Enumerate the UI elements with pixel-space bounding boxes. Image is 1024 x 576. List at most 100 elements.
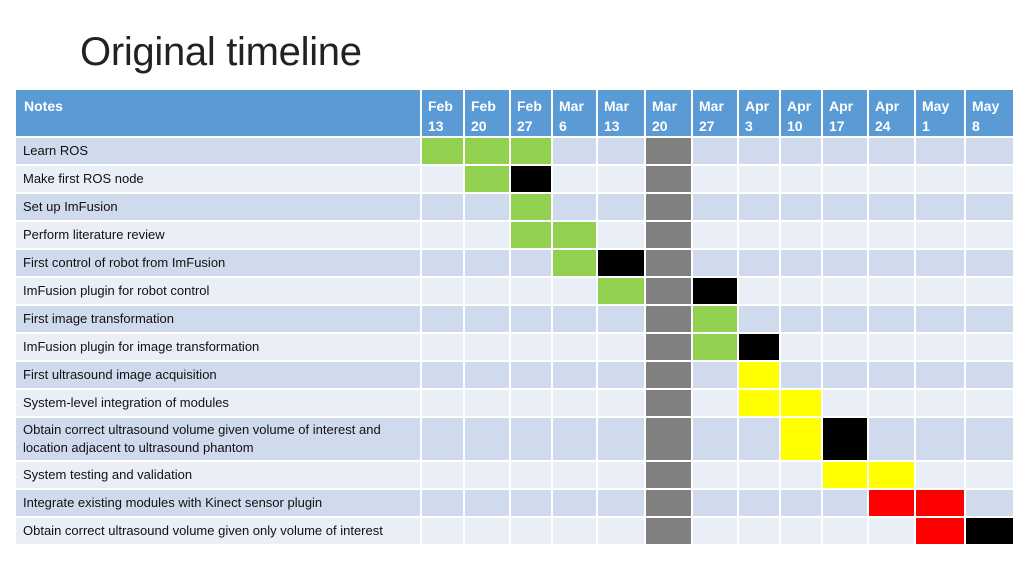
timeline-cell (509, 360, 553, 390)
timeline-cell (737, 516, 781, 546)
timeline-cell (420, 488, 465, 518)
timeline-cell (867, 416, 916, 462)
task-row: System-level integration of modules (14, 388, 1015, 418)
timeline-cell (596, 304, 646, 334)
week-day: 24 (875, 118, 891, 134)
timeline-cell (737, 164, 781, 194)
timeline-cell (964, 192, 1015, 222)
timeline-cell (821, 192, 869, 222)
task-row: Obtain correct ultrasound volume given v… (14, 416, 1015, 462)
timeline-cell (737, 460, 781, 490)
timeline-cell (821, 220, 869, 250)
timeline-cell (821, 304, 869, 334)
timeline-cell (691, 388, 739, 418)
timeline-cell (463, 416, 511, 462)
week-month: Apr (875, 98, 900, 114)
task-row: First ultrasound image acquisition (14, 360, 1015, 390)
task-label: ImFusion plugin for image transformation (14, 332, 422, 362)
timeline-cell-gray (644, 488, 693, 518)
task-label: First image transformation (14, 304, 422, 334)
week-day: 13 (428, 118, 444, 134)
week-header: Mar 27 (691, 88, 739, 138)
week-header: Feb 13 (420, 88, 465, 138)
timeline-cell (867, 248, 916, 278)
timeline-cell (420, 460, 465, 490)
timeline-cell-yellow (867, 460, 916, 490)
timeline-cell (509, 304, 553, 334)
timeline-cell (463, 276, 511, 306)
timeline-cell (596, 136, 646, 166)
timeline-cell-gray (644, 248, 693, 278)
task-label: Set up ImFusion (14, 192, 422, 222)
timeline-cell (551, 416, 598, 462)
week-month: Mar (699, 98, 724, 114)
timeline-cell (964, 136, 1015, 166)
timeline-cell (420, 164, 465, 194)
timeline-cell (596, 192, 646, 222)
timeline-cell (914, 192, 966, 222)
timeline-cell (964, 460, 1015, 490)
timeline-cell (779, 276, 823, 306)
timeline-cell (914, 164, 966, 194)
task-row: Integrate existing modules with Kinect s… (14, 488, 1015, 518)
timeline-cell (551, 192, 598, 222)
timeline-cell (509, 516, 553, 546)
timeline-cell (596, 488, 646, 518)
timeline-cell (509, 388, 553, 418)
timeline-cell (463, 192, 511, 222)
task-label: First control of robot from ImFusion (14, 248, 422, 278)
timeline-cell (551, 488, 598, 518)
task-label: Obtain correct ultrasound volume given v… (14, 416, 422, 462)
timeline-cell (779, 192, 823, 222)
timeline-cell (964, 164, 1015, 194)
timeline-cell (509, 248, 553, 278)
timeline-cell (691, 136, 739, 166)
timeline-cell (914, 360, 966, 390)
timeline-cell (596, 388, 646, 418)
timeline-cell-black (596, 248, 646, 278)
week-month: Mar (604, 98, 629, 114)
timeline-cell (821, 388, 869, 418)
timeline-cell-green (691, 304, 739, 334)
header-row: Notes Feb 13 Feb 20 Feb 27 Mar 6 Mar 13 Mar 20 Mar 27… (14, 88, 1015, 138)
timeline-cell (737, 248, 781, 278)
timeline-cell (551, 304, 598, 334)
timeline-cell (691, 248, 739, 278)
timeline-cell-yellow (737, 388, 781, 418)
timeline-cell (420, 248, 465, 278)
timeline-cell (964, 332, 1015, 362)
week-month: Mar (559, 98, 584, 114)
timeline-cell (779, 248, 823, 278)
timeline-cell (914, 248, 966, 278)
timeline-cell (821, 488, 869, 518)
timeline-cell (737, 136, 781, 166)
timeline-cell (551, 276, 598, 306)
timeline-cell (914, 416, 966, 462)
notes-column-header: Notes (14, 88, 422, 138)
week-month: May (972, 98, 1000, 114)
week-day: 27 (517, 118, 533, 134)
timeline-cell (737, 220, 781, 250)
timeline-cell (779, 164, 823, 194)
timeline-cell (420, 220, 465, 250)
week-day: 17 (829, 118, 845, 134)
timeline-cell (596, 460, 646, 490)
timeline-cell (779, 136, 823, 166)
timeline-cell (691, 488, 739, 518)
week-month: Apr (745, 98, 770, 114)
timeline-cell (551, 388, 598, 418)
timeline-cell (779, 332, 823, 362)
timeline-cell (463, 304, 511, 334)
timeline-cell (463, 460, 511, 490)
timeline-cell-black (737, 332, 781, 362)
week-day: 20 (652, 118, 668, 134)
timeline-cell (779, 220, 823, 250)
timeline-cell (551, 136, 598, 166)
timeline-cell-gray (644, 460, 693, 490)
task-label: Obtain correct ultrasound volume given o… (14, 516, 422, 546)
week-day: 13 (604, 118, 620, 134)
timeline-cell (779, 360, 823, 390)
timeline-cell (509, 332, 553, 362)
timeline-cell (551, 360, 598, 390)
timeline-cell (821, 136, 869, 166)
